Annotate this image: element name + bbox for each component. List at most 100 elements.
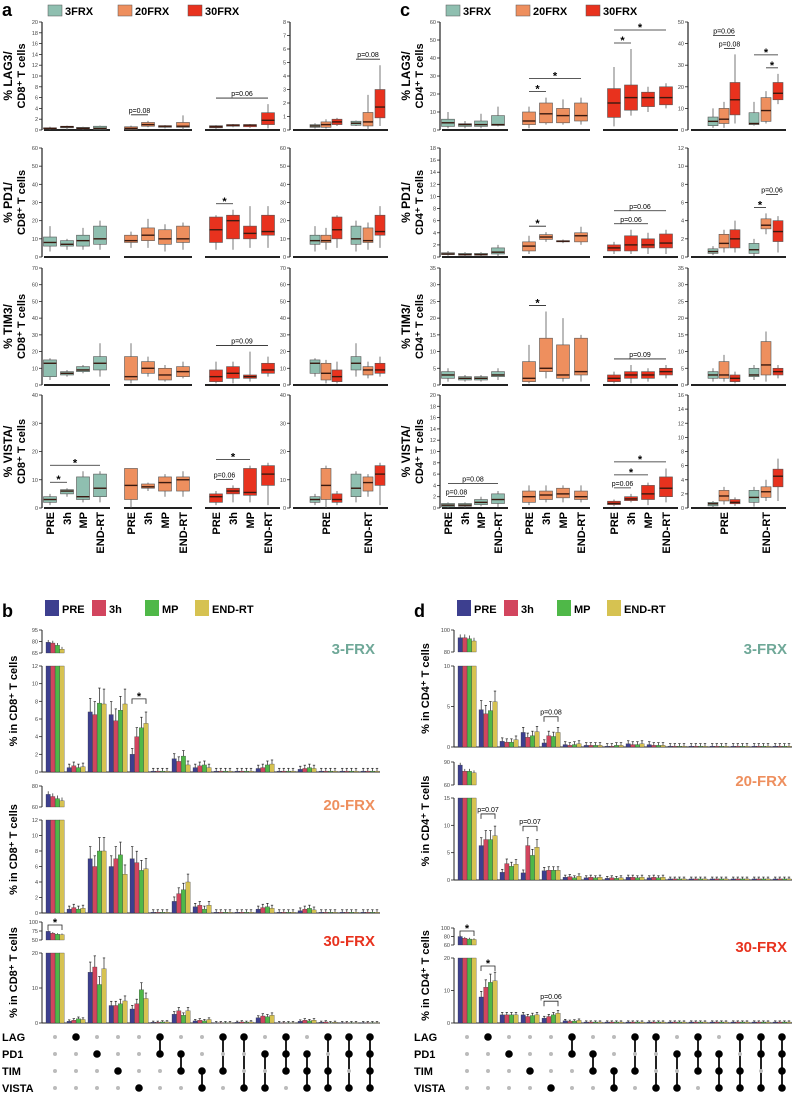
intersection-dot-filled xyxy=(282,1050,290,1058)
significance-label: * xyxy=(535,218,540,230)
y-tick-label: 0 xyxy=(681,383,684,389)
y-tick-label: 12 xyxy=(32,818,38,824)
box-plot xyxy=(707,108,719,128)
bar xyxy=(192,1020,198,1024)
box-plot xyxy=(574,334,588,382)
box xyxy=(141,361,155,374)
bar xyxy=(160,912,165,914)
bar xyxy=(614,1021,619,1024)
significance-annotation: p=0.08 xyxy=(448,476,498,484)
upset-subpanel: 65 80 95 0 2 4 6 8 10 12 % in CD8⁺ T cells 3-FRX * xyxy=(8,628,380,776)
x-tick-label: PRE xyxy=(126,512,138,535)
intersection-dot-empty xyxy=(633,1086,637,1090)
bar xyxy=(129,754,135,773)
intersection-dot-filled xyxy=(589,1050,597,1058)
intersection-dot-filled xyxy=(72,1033,80,1041)
legend-label: 3h xyxy=(109,604,122,616)
bar xyxy=(139,870,144,914)
y-tick-label: 6 xyxy=(35,96,38,102)
intersection-dot-filled xyxy=(778,1050,786,1058)
y-tick-label: 8 xyxy=(35,699,38,705)
legend-label: 30FRX xyxy=(603,6,638,18)
bar xyxy=(714,746,720,748)
bar xyxy=(562,744,568,748)
intersection-matrix: LAG PD1 TIM VISTA xyxy=(2,1032,374,1095)
bar xyxy=(714,878,720,881)
significance-annotation: p=0.06 xyxy=(614,204,666,212)
significance-label: p=0.06 xyxy=(620,217,642,224)
y-axis-label: % in CD8⁺ T cells xyxy=(8,656,20,747)
bar xyxy=(269,1015,275,1024)
box xyxy=(362,227,374,243)
bar xyxy=(614,745,619,748)
intersection-dot-filled xyxy=(715,1050,723,1058)
intersection-dot-filled xyxy=(736,1067,744,1075)
intersection-dot-empty xyxy=(74,1086,78,1090)
x-tick-label: MP xyxy=(160,512,172,529)
box-plot xyxy=(729,220,741,253)
bar xyxy=(353,770,359,773)
bar xyxy=(113,858,119,914)
intersection-dot-empty xyxy=(116,1035,120,1039)
box xyxy=(748,112,760,125)
upset-subpanel: 60 90 0 5 10 15 % in CD4⁺ T cells 20-FRX p=0.07 p… xyxy=(420,760,792,884)
bar xyxy=(134,1003,140,1024)
bar xyxy=(332,912,338,914)
box xyxy=(362,366,374,376)
box-plot xyxy=(93,125,107,130)
bar xyxy=(504,1014,510,1024)
box xyxy=(320,362,332,381)
y-tick-label: 6 xyxy=(433,472,436,478)
bar xyxy=(234,770,240,773)
bar xyxy=(639,1021,645,1024)
legend-label: 3FRX xyxy=(463,6,492,18)
y-tick-label: 75 xyxy=(32,929,38,935)
y-tick-label: 12 xyxy=(32,664,38,670)
bar xyxy=(478,845,484,881)
y-tick-label: 10 xyxy=(444,823,450,829)
bar xyxy=(87,711,93,773)
bar xyxy=(597,877,603,881)
intersection-dot-empty xyxy=(158,1086,162,1090)
box xyxy=(374,214,386,236)
intersection-dot-filled xyxy=(261,1050,269,1058)
panel-letter: a xyxy=(2,0,13,20)
bar xyxy=(478,996,484,1024)
box-plot xyxy=(43,126,57,130)
y-tick-label: 8 xyxy=(681,450,684,456)
bar xyxy=(223,912,228,914)
y-tick-label: 10 xyxy=(280,478,286,484)
box xyxy=(320,234,332,243)
bar xyxy=(751,1021,757,1024)
bar xyxy=(488,710,493,748)
box-plot xyxy=(320,359,332,384)
y-tick-label: 2 xyxy=(35,896,38,902)
bar xyxy=(349,1022,354,1024)
marker-label: PD1 xyxy=(2,1049,23,1061)
bar xyxy=(181,1015,186,1024)
bar xyxy=(323,1021,329,1024)
box-plot xyxy=(93,220,107,250)
bar xyxy=(353,912,359,914)
bar xyxy=(181,889,186,914)
box-plot xyxy=(209,361,223,384)
bar xyxy=(139,727,144,773)
box xyxy=(748,243,760,254)
box-plot xyxy=(309,493,321,506)
bar xyxy=(457,797,463,881)
x-tick-label: END-RT xyxy=(363,512,375,554)
bar xyxy=(113,1005,119,1024)
bar xyxy=(562,877,568,881)
bar xyxy=(164,1021,170,1024)
x-tick-label: END-RT xyxy=(178,512,190,554)
bar xyxy=(206,767,212,773)
bar xyxy=(71,765,77,773)
box xyxy=(374,89,386,119)
bar xyxy=(122,874,128,914)
box-plot xyxy=(441,502,455,508)
box xyxy=(350,473,362,498)
bar xyxy=(698,1021,703,1024)
bar xyxy=(756,878,762,881)
significance-annotation: p=0.08 xyxy=(129,108,150,116)
intersection-dot-filled xyxy=(778,1084,786,1092)
